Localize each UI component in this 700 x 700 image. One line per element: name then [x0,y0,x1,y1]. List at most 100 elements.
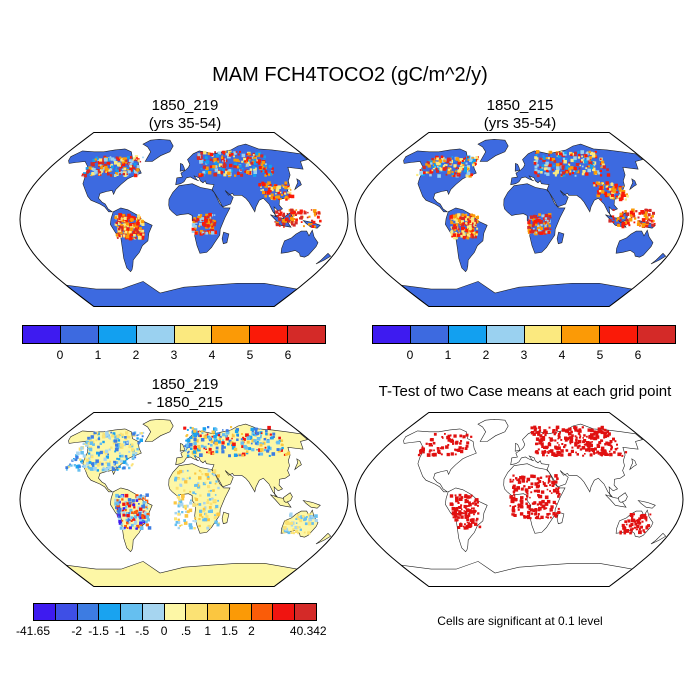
grid-cell [132,237,135,239]
colorbar-diff-swatch [186,604,209,620]
grid-cell [80,446,84,450]
grid-cell [532,509,536,512]
grid-cell [215,154,220,158]
grid-cell [250,442,253,445]
grid-cell [281,184,284,187]
grid-cell [118,217,121,220]
grid-cell [544,450,546,452]
grid-cell [543,507,546,510]
grid-cell [460,496,464,499]
grid-cell [548,163,552,167]
grid-cell [304,522,308,526]
grid-cell [205,166,209,171]
grid-cell [472,158,476,162]
grid-cell [610,448,613,451]
grid-cell [233,158,237,162]
grid-cell [266,439,270,444]
grid-cell [529,496,531,499]
grid-cell [204,156,208,160]
grid-cell [457,216,461,220]
grid-cell [110,174,113,177]
grid-cell [77,468,81,472]
grid-cell [301,515,305,518]
grid-cell [540,227,543,231]
grid-cell [466,216,469,219]
grid-cell [223,159,226,162]
grid-cell [142,233,145,236]
grid-cell [202,233,205,235]
grid-cell [544,217,548,220]
grid-cell [284,220,287,223]
grid-cell [207,524,212,529]
grid-cell [539,434,543,438]
grid-cell [96,469,99,472]
grid-cell [95,459,99,463]
grid-cell [588,450,591,453]
grid-cell [633,520,637,523]
grid-cell [108,436,111,439]
colorbar-case2 [372,325,676,344]
grid-cell [99,442,102,445]
grid-cell [196,503,199,506]
grid-cell [540,490,545,494]
grid-cell [530,426,534,430]
grid-cell [131,448,135,452]
continent-shape [650,252,667,265]
grid-cell [537,170,540,173]
grid-cell [630,514,634,518]
grid-cell [110,446,113,449]
grid-cell [294,529,299,534]
grid-cell [591,154,596,158]
grid-cell [193,527,196,530]
grid-cell [110,165,114,169]
grid-cell [535,450,539,454]
grid-cell [474,219,477,222]
grid-cell [472,222,474,225]
grid-cell [133,162,137,166]
map-case1 [19,132,349,307]
grid-cell [463,169,467,173]
grid-cell [472,226,475,229]
grid-cell [312,517,315,520]
grid-cell [115,172,118,175]
colorbar-case2-swatch [410,326,449,343]
grid-cell [240,173,244,177]
grid-cell [81,465,84,468]
grid-cell [102,433,105,436]
grid-cell [463,237,466,240]
grid-cell [561,154,564,157]
grid-cell [548,450,551,453]
grid-cell [220,156,224,159]
grid-cell [199,217,202,220]
grid-cell [214,428,218,432]
grid-cell [282,218,286,223]
grid-cell [581,165,584,168]
grid-cell [191,230,195,233]
grid-cell [145,506,148,509]
grid-cell [464,514,467,517]
grid-cell [548,475,551,478]
grid-cell [612,218,615,221]
grid-cell [569,171,572,174]
grid-cell [616,219,618,222]
grid-cell [603,450,607,454]
grid-cell [617,223,621,227]
grid-cell [514,498,517,501]
grid-cell [516,479,518,482]
grid-cell [534,169,538,172]
grid-cell [513,513,517,517]
grid-cell [85,468,88,471]
grid-cell [460,515,464,519]
grid-cell [130,464,133,467]
grid-cell [118,458,121,461]
grid-cell [592,161,597,165]
grid-cell [90,435,94,439]
grid-cell [214,438,217,441]
grid-cell [297,211,299,213]
grid-cell [120,157,124,162]
colorbar-diff-swatch [142,604,165,620]
grid-cell [551,484,555,487]
grid-cell [578,429,582,433]
grid-cell [221,150,225,154]
grid-cell [526,492,529,495]
